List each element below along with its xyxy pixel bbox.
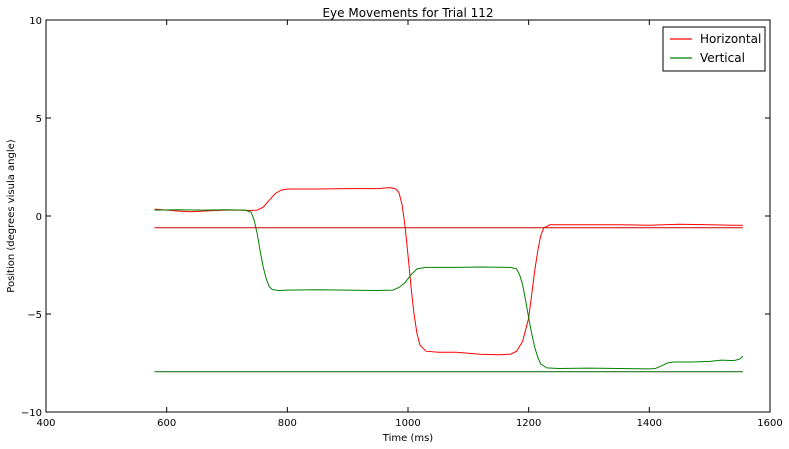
legend: Horizontal Vertical (662, 26, 766, 72)
x-tick-label: 600 (157, 418, 176, 429)
x-axis-label: Time (ms) (382, 433, 434, 444)
x-tick-label: 1400 (637, 418, 662, 429)
series-line-vertical (154, 209, 744, 370)
x-tick-label: 1200 (516, 418, 541, 429)
x-tick-label: 1000 (395, 418, 420, 429)
legend-box (662, 26, 766, 72)
y-tick-label: 5 (36, 114, 42, 125)
plot-frame (45, 19, 771, 413)
y-tick-label: 10 (29, 16, 42, 27)
x-tick-label: 1600 (757, 418, 782, 429)
legend-label-vertical: Vertical (700, 51, 745, 65)
x-tick-label: 800 (278, 418, 297, 429)
plot-area (46, 20, 770, 412)
chart-title: Eye Movements for Trial 112 (322, 6, 493, 20)
series-layer (154, 187, 744, 373)
legend-label-horizontal: Horizontal (700, 32, 761, 46)
y-tick-label: 0 (36, 212, 42, 223)
x-tick-label: 400 (36, 418, 55, 429)
series-line-horizontal (154, 187, 743, 356)
y-tick-label: −5 (27, 310, 42, 321)
y-axis-label: Position (degrees visula angle) (6, 139, 17, 293)
y-tick-label: −10 (21, 408, 42, 419)
